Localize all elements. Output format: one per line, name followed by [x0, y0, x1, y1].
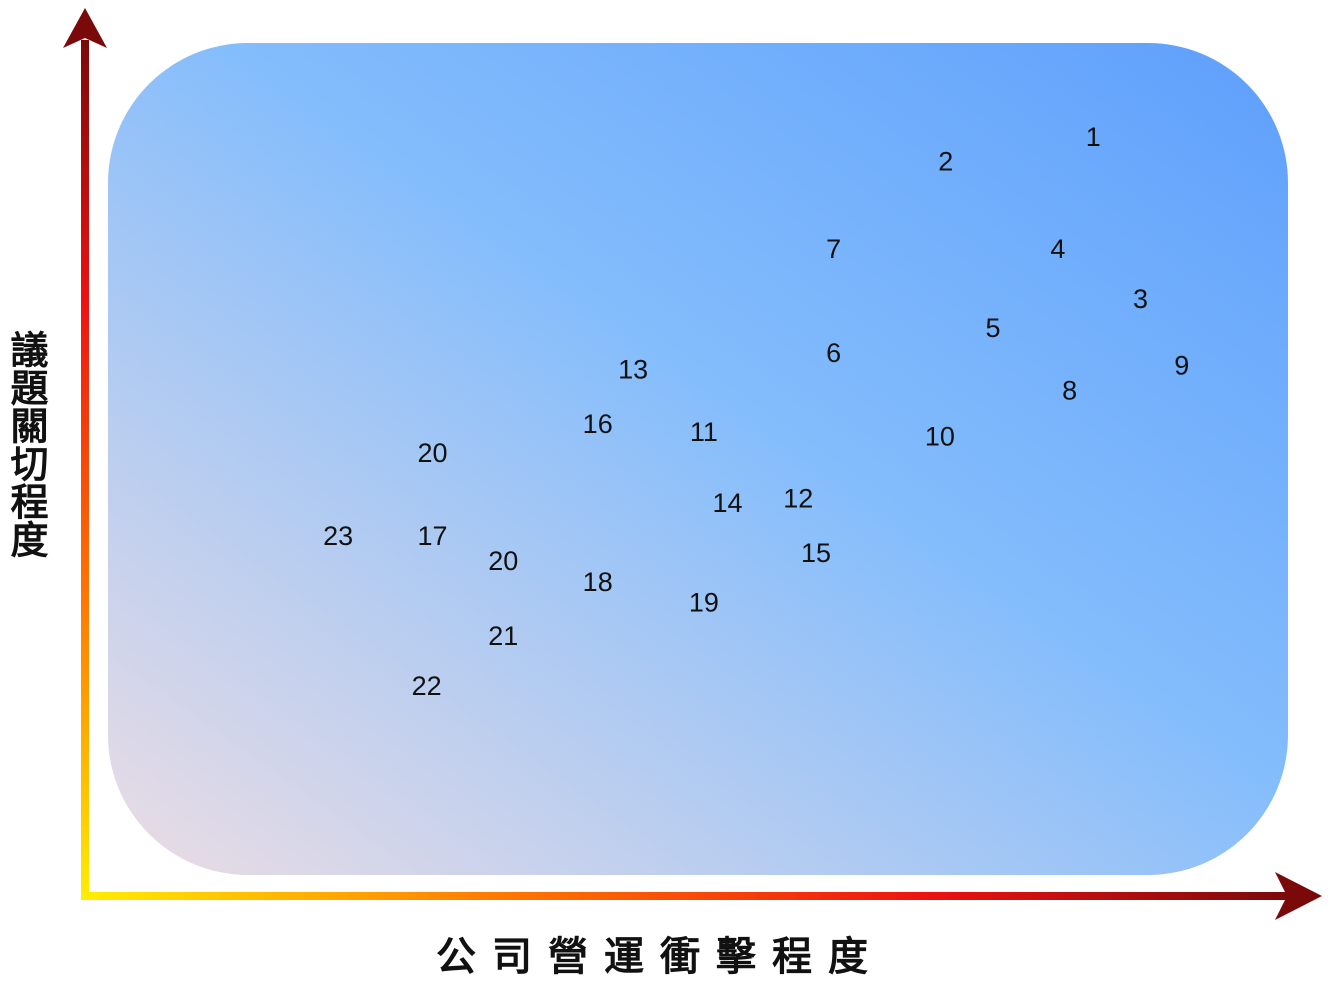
- x-axis-line: [81, 892, 1293, 900]
- point-label-1: 1: [1086, 122, 1101, 152]
- point-label-2: 2: [938, 147, 953, 177]
- point-label-16: 16: [583, 409, 613, 439]
- point-label-15: 15: [801, 538, 831, 568]
- point-label-21: 21: [488, 621, 518, 651]
- plot-background: [108, 43, 1288, 875]
- point-label-6: 6: [826, 338, 841, 368]
- point-label-10: 10: [925, 421, 955, 451]
- point-label-5: 5: [985, 313, 1000, 343]
- point-label-20: 20: [417, 438, 447, 468]
- point-label-3: 3: [1133, 284, 1148, 314]
- point-label-20: 20: [488, 546, 518, 576]
- point-label-23: 23: [323, 521, 353, 551]
- point-label-11: 11: [690, 417, 718, 447]
- y-axis-label: 議題關切程度: [4, 330, 48, 558]
- y-axis-line: [81, 40, 89, 900]
- point-label-17: 17: [417, 521, 447, 551]
- point-label-22: 22: [412, 671, 442, 701]
- point-label-14: 14: [712, 488, 742, 518]
- point-label-9: 9: [1174, 351, 1189, 381]
- point-label-18: 18: [583, 567, 613, 597]
- point-label-13: 13: [618, 355, 648, 385]
- point-label-19: 19: [689, 588, 719, 618]
- point-label-12: 12: [783, 484, 813, 514]
- x-axis-label: 公司營運衝擊程度: [436, 934, 884, 980]
- point-label-7: 7: [826, 234, 841, 264]
- y-axis-arrowhead: [63, 8, 107, 48]
- point-label-4: 4: [1050, 234, 1065, 264]
- x-axis-arrowhead: [1275, 872, 1322, 920]
- point-label-8: 8: [1062, 376, 1077, 406]
